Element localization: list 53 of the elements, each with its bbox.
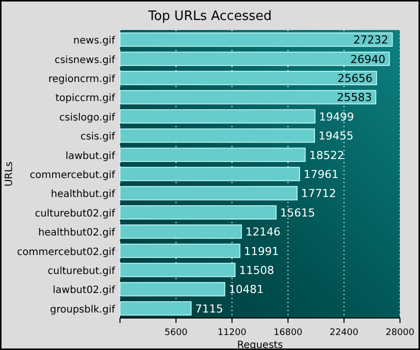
bar: [120, 166, 300, 182]
bar: [120, 224, 242, 239]
y-tick-label: healthbut02.gif: [38, 228, 116, 239]
y-tick-label: news.gif: [73, 36, 116, 47]
x-tick-label: 11200: [218, 328, 247, 338]
y-tick-label: regioncrm.gif: [48, 74, 116, 85]
bar: [120, 282, 226, 296]
data-label: 11508: [239, 264, 274, 277]
bar: [120, 109, 316, 124]
y-tick-label: culturebut.gif: [48, 266, 116, 277]
x-tick-label: 28000: [386, 328, 415, 338]
y-tick-label: culturebut02.gif: [34, 208, 116, 220]
y-tick-label: commercebut02.gif: [17, 246, 116, 258]
bar: [120, 90, 376, 104]
y-tick-label: lawbut02.gif: [52, 285, 116, 296]
data-label: 19499: [318, 110, 354, 124]
y-tick-label: commercebut.gif: [30, 170, 116, 181]
y-tick-label: lawbut.gif: [65, 150, 116, 162]
y-axis-title: URLs: [4, 161, 15, 187]
x-tick-label: 5600: [164, 328, 188, 338]
bar: [120, 301, 192, 316]
chart-title: Top URLs Accessed: [147, 9, 272, 24]
y-tick-label: healthbut.gif: [50, 189, 116, 200]
data-label: 12146: [245, 226, 280, 239]
data-label: 27232: [353, 34, 388, 47]
bar: [120, 70, 377, 86]
data-label: 10481: [228, 283, 264, 296]
y-tick-label: csisnews.gif: [54, 54, 116, 66]
data-label: 15615: [280, 206, 316, 220]
y-tick-label: groupsblk.gif: [50, 304, 116, 316]
x-axis-title: Requests: [237, 340, 283, 350]
y-tick-label: csislogo.gif: [59, 112, 116, 124]
data-label: 7115: [195, 302, 224, 316]
data-label: 25656: [338, 72, 373, 85]
data-label: 26940: [350, 52, 386, 66]
y-tick-label: csis.gif: [80, 132, 116, 143]
bar: [120, 205, 277, 220]
bar: [120, 186, 298, 200]
bar: [120, 128, 315, 143]
x-tick-label: 22400: [330, 328, 359, 338]
bar: [120, 52, 390, 66]
bar: [120, 32, 393, 47]
data-label: 19455: [318, 130, 354, 143]
data-label: 17712: [301, 187, 336, 200]
y-tick-label: topiccrm.gif: [55, 93, 116, 104]
data-label: 25583: [336, 91, 372, 104]
data-label: 18522: [309, 148, 344, 162]
data-label: 17961: [304, 168, 339, 181]
bar: [120, 262, 236, 278]
bar: [120, 244, 240, 258]
bar: [120, 148, 306, 162]
data-label: 11991: [244, 244, 279, 258]
x-tick-label: 16800: [274, 328, 303, 338]
